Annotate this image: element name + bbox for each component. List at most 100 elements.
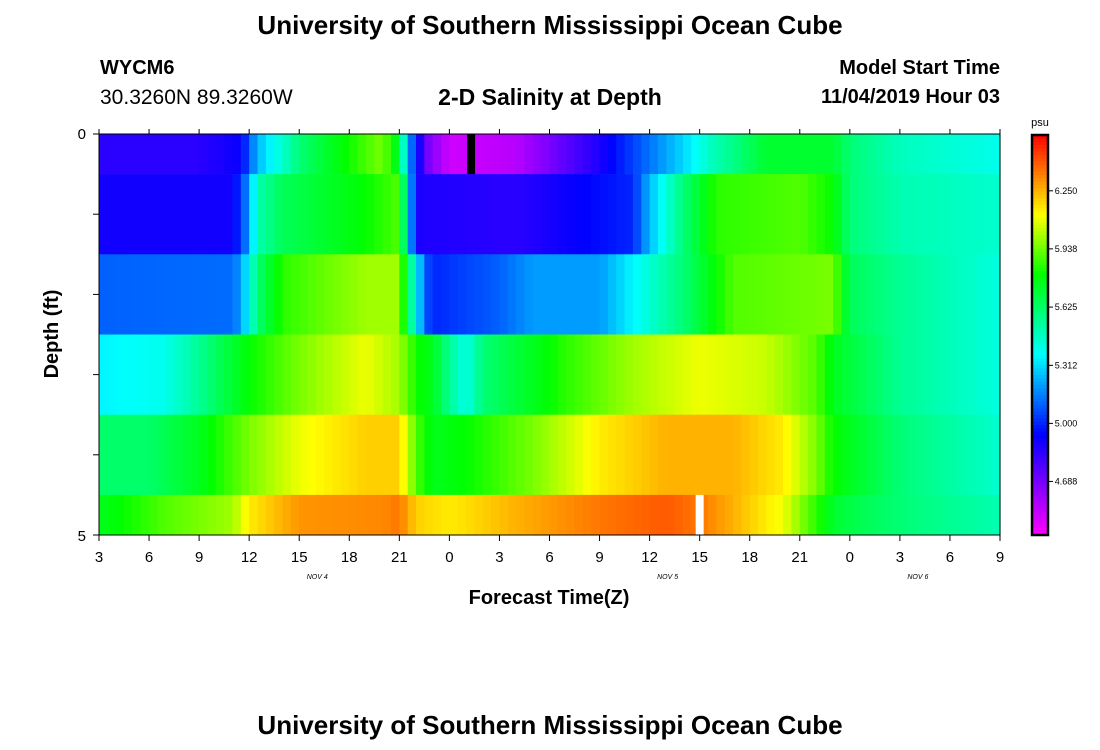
- heatmap-cell: [708, 494, 717, 536]
- heatmap-cell: [916, 134, 926, 175]
- heatmap-cell: [424, 414, 434, 496]
- heatmap-cell: [866, 174, 876, 255]
- heatmap-cell: [290, 174, 300, 255]
- heatmap-cell: [582, 254, 592, 335]
- heatmap-cell: [941, 494, 951, 536]
- heatmap-cell: [874, 494, 884, 536]
- heatmap-cell: [516, 174, 526, 255]
- colorbar-segment: [1032, 318, 1048, 323]
- heatmap-cell: [899, 334, 909, 415]
- heatmap-cell: [841, 494, 851, 536]
- heatmap-cell: [774, 254, 784, 335]
- heatmap-cell: [374, 134, 384, 175]
- heatmap-cell: [708, 254, 717, 335]
- colorbar-segment: [1032, 351, 1048, 356]
- colorbar-segment: [1032, 341, 1048, 346]
- heatmap-cell: [708, 334, 717, 415]
- heatmap-cell: [240, 494, 250, 536]
- heatmap-cell: [566, 494, 576, 536]
- heatmap-cell: [724, 134, 734, 175]
- heatmap-cell: [891, 134, 901, 175]
- heatmap-cell: [924, 174, 934, 255]
- heatmap-cell: [274, 494, 284, 536]
- heatmap-cell: [349, 254, 359, 335]
- heatmap-cell: [232, 254, 242, 335]
- heatmap-cell: [641, 174, 651, 255]
- heatmap-cell: [390, 174, 400, 255]
- heatmap-cell: [457, 134, 467, 175]
- colorbar-segment: [1032, 471, 1048, 476]
- colorbar-segment: [1032, 401, 1048, 406]
- heatmap-cell: [983, 334, 993, 415]
- colorbar-segment: [1032, 255, 1048, 259]
- heatmap-cell: [149, 134, 158, 175]
- heatmap-cell: [591, 334, 601, 415]
- heatmap-cell: [657, 334, 667, 415]
- heatmap-cell: [883, 254, 893, 335]
- heatmap-cell: [457, 414, 467, 496]
- heatmap-cell: [307, 334, 317, 415]
- heatmap-cell: [99, 334, 108, 415]
- colorbar-segment: [1032, 375, 1048, 379]
- heatmap-cell: [466, 254, 476, 335]
- heatmap-cell: [232, 414, 242, 496]
- heatmap-cell: [449, 334, 459, 415]
- heatmap-cell: [416, 134, 425, 175]
- colorbar-segment: [1032, 525, 1048, 529]
- colorbar-segment: [1032, 298, 1048, 303]
- heatmap-cell: [299, 254, 309, 335]
- heatmap-cell: [566, 254, 576, 335]
- colorbar-segment: [1032, 138, 1048, 143]
- heatmap-cell: [124, 414, 133, 496]
- heatmap-cell: [974, 254, 984, 335]
- x-tick-label: 9: [195, 549, 203, 566]
- heatmap-cell: [499, 334, 509, 415]
- heatmap-cell: [182, 334, 192, 415]
- x-tick-label: 3: [495, 549, 503, 566]
- colorbar-segment: [1032, 448, 1048, 453]
- heatmap-cell: [115, 494, 125, 536]
- heatmap-cell: [132, 334, 142, 415]
- heatmap-cell: [799, 414, 809, 496]
- heatmap-cell: [390, 494, 400, 536]
- heatmap-cell: [891, 334, 901, 415]
- heatmap-cell: [115, 134, 125, 175]
- heatmap-cell: [924, 494, 934, 536]
- heatmap-cell: [933, 494, 943, 536]
- heatmap-cell: [199, 334, 209, 415]
- heatmap-cell: [157, 494, 167, 536]
- heatmap-cell: [549, 494, 559, 536]
- heatmap-cell: [699, 174, 709, 255]
- heatmap-cell: [549, 334, 559, 415]
- heatmap-cell: [516, 494, 526, 536]
- heatmap-cell: [766, 254, 776, 335]
- station-id: WYCM6: [100, 57, 175, 79]
- x-tick-label: 6: [145, 549, 153, 566]
- colorbar-segment: [1032, 348, 1048, 353]
- colorbar-segment: [1032, 335, 1048, 339]
- heatmap-cell: [399, 494, 409, 536]
- colorbar-segment: [1032, 148, 1048, 153]
- colorbar-segment: [1032, 445, 1048, 449]
- colorbar-frame: [1030, 133, 1050, 537]
- colorbar-segment: [1032, 428, 1048, 433]
- heatmap-cell: [816, 134, 826, 175]
- heatmap-cell: [441, 334, 450, 415]
- heatmap-cell: [357, 254, 367, 335]
- colorbar-segment: [1032, 135, 1048, 139]
- heatmap-cell: [182, 254, 192, 335]
- heatmap-cell: [357, 134, 367, 175]
- heatmap-cell: [649, 134, 659, 175]
- heatmap-cell: [724, 334, 734, 415]
- heatmap-cell: [240, 254, 250, 335]
- heatmap-cell: [791, 254, 801, 335]
- colorbar-unit: psu: [1031, 117, 1049, 129]
- colorbar-segment: [1032, 385, 1048, 389]
- heatmap-cell: [224, 134, 234, 175]
- heatmap-cell: [632, 414, 642, 496]
- heatmap-cell: [607, 494, 617, 536]
- heatmap-cell: [741, 494, 751, 536]
- heatmap-cell: [649, 174, 659, 255]
- heatmap-cell: [924, 134, 934, 175]
- heatmap-cell: [424, 134, 434, 175]
